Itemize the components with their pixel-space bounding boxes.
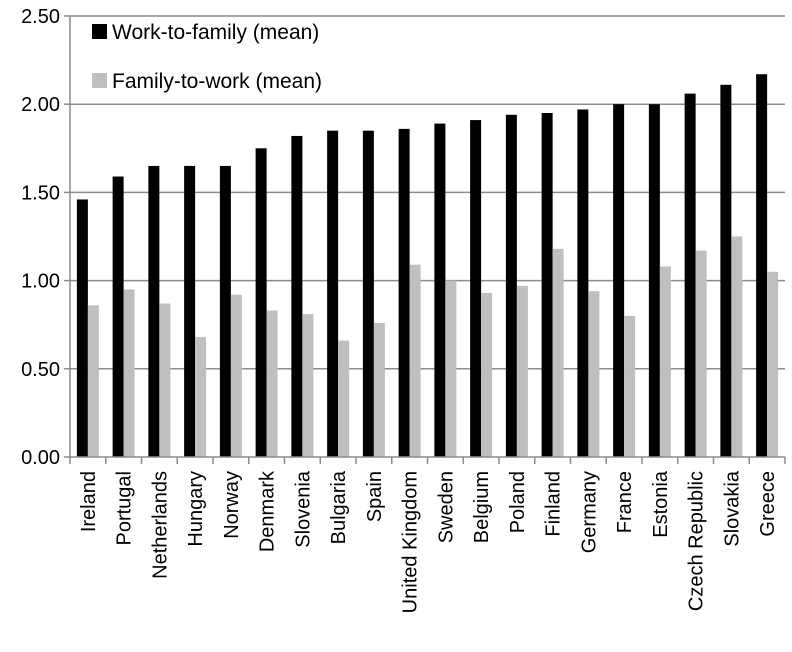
x-category-label: Sweden — [435, 471, 457, 543]
x-category-label: United Kingdom — [400, 471, 422, 613]
x-category-label: Denmark — [257, 470, 279, 552]
y-tick-label: 1.00 — [21, 271, 60, 293]
bar-work-to-family — [219, 165, 231, 457]
legend-swatch-work-to-family — [92, 24, 107, 39]
legend-label-family-to-work: Family-to-work (mean) — [112, 70, 322, 93]
y-tick-label: 2.00 — [21, 94, 60, 116]
bar-work-to-family — [148, 165, 160, 457]
bar-work-to-family — [720, 84, 732, 458]
bar-family-to-work — [123, 289, 135, 457]
bar-family-to-work — [624, 315, 636, 457]
bar-work-to-family — [648, 104, 660, 457]
x-category-label: Portugal — [114, 471, 136, 546]
legend-label-work-to-family: Work-to-family (mean) — [112, 21, 319, 44]
bar-work-to-family — [255, 148, 267, 458]
y-tick-label: 0.50 — [21, 359, 60, 381]
y-tick-label: 2.50 — [21, 6, 60, 28]
x-category-label: Hungary — [185, 471, 207, 547]
y-tick-label: 1.50 — [21, 182, 60, 204]
legend: Work-to-family (mean) Family-to-work (me… — [92, 21, 322, 93]
bar-family-to-work — [695, 250, 707, 457]
gridlines — [70, 15, 785, 370]
x-category-label: Slovenia — [292, 470, 314, 548]
legend-swatch-family-to-work — [92, 73, 107, 88]
bar-family-to-work — [159, 303, 171, 457]
bar-work-to-family — [76, 199, 88, 457]
x-category-label: Estonia — [650, 470, 672, 538]
bar-family-to-work — [481, 292, 493, 457]
bar-family-to-work — [659, 266, 671, 457]
bar-family-to-work — [373, 322, 385, 457]
bar-work-to-family — [398, 128, 410, 457]
x-category-label: Slovakia — [721, 470, 743, 546]
bar-family-to-work — [516, 285, 528, 457]
x-category-label: Belgium — [471, 471, 493, 543]
x-category-label: Ireland — [78, 471, 100, 532]
bar-work-to-family — [362, 130, 374, 457]
bar-work-to-family — [577, 109, 589, 457]
bar-family-to-work — [409, 264, 421, 457]
bar-family-to-work — [338, 340, 350, 457]
x-category-label: Norway — [221, 471, 243, 539]
bar-work-to-family — [112, 176, 124, 458]
bar-work-to-family — [756, 74, 768, 457]
bar-work-to-family — [613, 104, 625, 457]
x-category-label: Finland — [543, 471, 565, 537]
bar-work-to-family — [184, 165, 196, 457]
bar-family-to-work — [195, 337, 207, 457]
y-axis-ticks: 0.00 0.50 1.00 1.50 2.00 2.50 — [21, 6, 70, 469]
bar-family-to-work — [87, 305, 99, 457]
bar-work-to-family — [434, 123, 446, 457]
x-category-label: Spain — [364, 471, 386, 522]
bars — [76, 74, 779, 458]
bar-family-to-work — [588, 291, 600, 457]
x-category-label: Germany — [578, 471, 600, 553]
bar-family-to-work — [445, 280, 457, 457]
bar-work-to-family — [291, 135, 303, 457]
bar-family-to-work — [767, 271, 779, 457]
x-category-label: Greece — [757, 471, 779, 537]
bar-work-to-family — [470, 120, 482, 458]
bar-family-to-work — [731, 236, 743, 457]
bar-family-to-work — [266, 310, 278, 457]
bar-work-to-family — [505, 114, 517, 457]
bar-family-to-work — [552, 248, 564, 457]
x-category-label: Netherlands — [149, 471, 171, 579]
bar-work-to-family — [541, 113, 553, 458]
bar-family-to-work — [230, 294, 242, 457]
y-tick-label: 0.00 — [21, 447, 60, 469]
x-category-label: Czech Republic — [686, 471, 708, 611]
x-axis-ticks: Ireland Portugal Netherlands Hungary Norway D… — [69, 457, 786, 613]
x-category-label: Bulgaria — [328, 470, 350, 544]
bar-work-to-family — [684, 93, 696, 457]
x-category-label: Poland — [507, 471, 529, 533]
x-category-label: France — [614, 471, 636, 533]
bar-family-to-work — [302, 314, 314, 457]
bar-work-to-family — [327, 130, 339, 457]
